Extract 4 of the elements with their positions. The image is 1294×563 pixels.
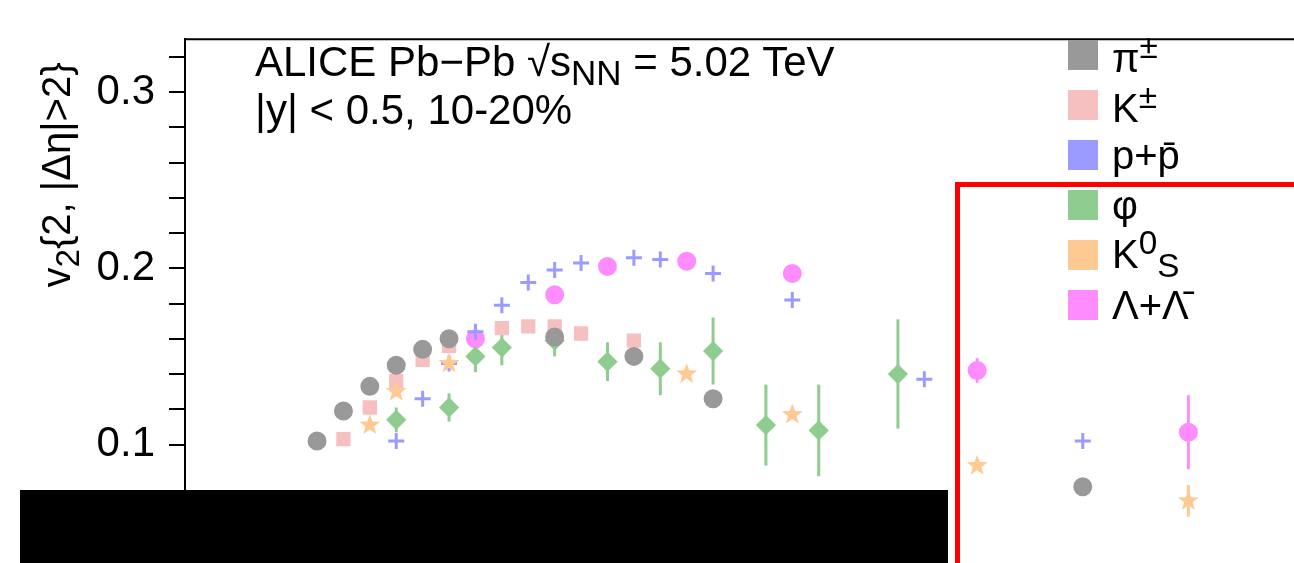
legend-label: p+p̄	[1112, 132, 1180, 178]
y-tick-label: 0.1	[96, 418, 155, 466]
y-tick-label: 0.2	[96, 241, 155, 289]
y-tick-label: 0.3	[96, 65, 155, 113]
